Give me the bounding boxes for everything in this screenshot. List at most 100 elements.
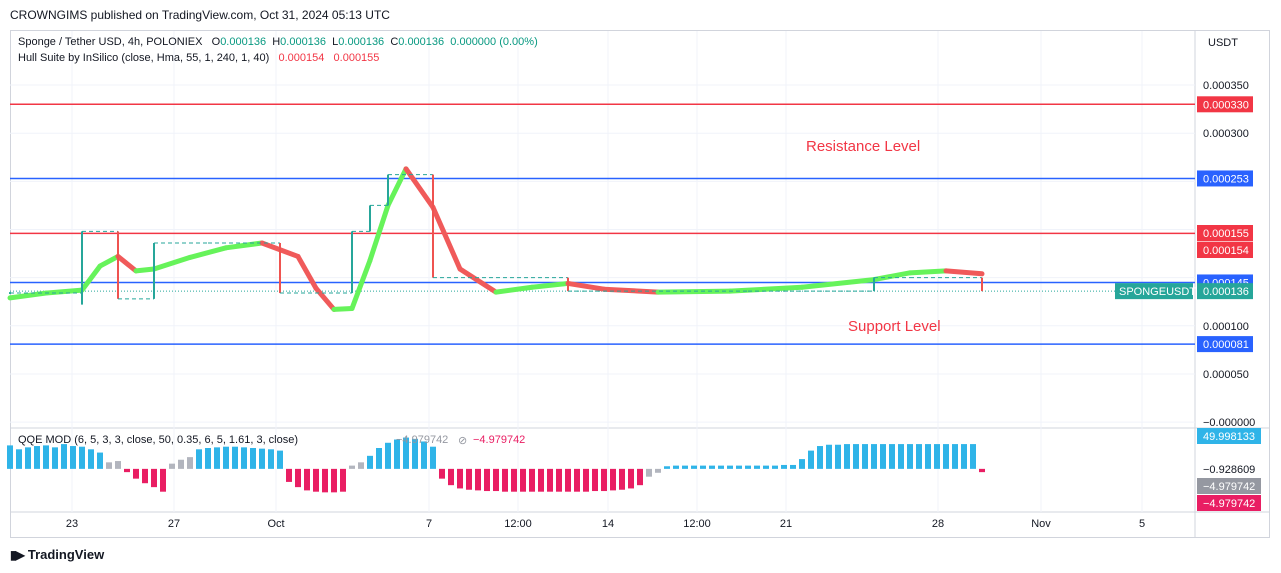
qqe-bar bbox=[187, 457, 193, 469]
qqe-bar bbox=[25, 447, 31, 469]
hull-tag bbox=[1197, 225, 1253, 241]
resistance-label: Resistance Level bbox=[806, 138, 920, 155]
tradingview-logo-icon: ▮▶ bbox=[10, 547, 25, 562]
qqe-bar bbox=[250, 448, 256, 469]
qqe-bar bbox=[295, 468, 301, 488]
qqe-bar bbox=[214, 447, 220, 469]
hull-segment bbox=[727, 284, 805, 294]
qqe-bar bbox=[727, 465, 733, 469]
qqe-bar bbox=[430, 446, 436, 469]
qqe-bar bbox=[97, 452, 103, 469]
hull-segment bbox=[331, 305, 355, 312]
qqe-value-tag-label: 49.998133 bbox=[1203, 431, 1255, 443]
hull-segment bbox=[187, 245, 229, 260]
qqe-bar bbox=[673, 465, 679, 469]
qqe-bar bbox=[268, 449, 274, 469]
open-label: O bbox=[211, 36, 221, 48]
currency-button[interactable]: USDT bbox=[1208, 37, 1238, 49]
qqe-bar bbox=[763, 465, 769, 469]
level-tag-label: 0.000253 bbox=[1203, 173, 1249, 185]
qqe-bar bbox=[862, 444, 868, 469]
qqe-bar bbox=[259, 448, 265, 469]
qqe-bar bbox=[484, 468, 490, 492]
x-tick-label: 7 bbox=[426, 518, 432, 530]
qqe-bar bbox=[826, 444, 832, 469]
last-price-tag-label: 0.000136 bbox=[1203, 286, 1249, 298]
qqe-bar bbox=[646, 468, 652, 477]
hull-segment bbox=[907, 268, 949, 276]
qqe-bar bbox=[637, 468, 643, 486]
last-price-tag bbox=[1197, 283, 1253, 300]
x-tick-label: 27 bbox=[168, 518, 180, 530]
hull-segment bbox=[7, 290, 49, 301]
change-value: 0.000000 (0.00%) bbox=[450, 36, 538, 48]
qqe-bar bbox=[232, 446, 238, 469]
qqe-bar bbox=[115, 461, 121, 469]
qqe-bar bbox=[754, 465, 760, 469]
x-tick-label: 23 bbox=[66, 518, 78, 530]
qqe-bar bbox=[520, 468, 526, 492]
qqe-bar bbox=[331, 468, 337, 493]
qqe-bar bbox=[151, 468, 157, 488]
qqe-value-pink: −4.979742 bbox=[473, 434, 526, 446]
level-tag bbox=[1197, 170, 1253, 187]
qqe-value-tag-label: −4.979742 bbox=[1203, 481, 1255, 493]
qqe-bar bbox=[556, 468, 562, 492]
qqe-bar bbox=[889, 444, 895, 469]
indicator-value-1: 0.000154 bbox=[278, 52, 325, 64]
qqe-bar bbox=[43, 445, 49, 469]
tradingview-brand[interactable]: ▮▶ TradingView bbox=[10, 547, 104, 562]
symbol-tag bbox=[1115, 283, 1193, 300]
qqe-bar bbox=[403, 437, 409, 469]
qqe-bar bbox=[493, 468, 499, 492]
qqe-bar bbox=[511, 468, 517, 492]
hull-segment bbox=[799, 277, 877, 290]
qqe-bar bbox=[34, 446, 40, 469]
hull-tag-label: 0.000155 bbox=[1203, 228, 1249, 240]
qqe-bar bbox=[322, 468, 328, 493]
qqe-bar bbox=[610, 468, 616, 491]
qqe-bar bbox=[79, 446, 85, 469]
qqe-bar bbox=[592, 468, 598, 492]
indicator-value-2: 0.000155 bbox=[333, 52, 380, 64]
qqe-bar bbox=[124, 468, 130, 473]
indicator-legend: Hull Suite by InSilico (close, Hma, 55, … bbox=[18, 52, 379, 64]
y-tick-label: 0.000350 bbox=[1203, 80, 1249, 92]
qqe-bar bbox=[736, 465, 742, 469]
y-tick-label: −0.000000 bbox=[1203, 417, 1255, 429]
x-tick-label: 21 bbox=[780, 518, 792, 530]
qqe-bar bbox=[808, 450, 814, 469]
hull-segment bbox=[295, 253, 319, 291]
qqe-bar bbox=[538, 468, 544, 492]
y-tick-label: 0.000050 bbox=[1203, 369, 1249, 381]
qqe-bar bbox=[133, 468, 139, 479]
qqe-bar bbox=[7, 445, 13, 469]
hull-segment bbox=[313, 285, 337, 312]
qqe-bar bbox=[205, 448, 211, 469]
hull-segment bbox=[403, 166, 436, 210]
qqe-bar bbox=[412, 438, 418, 469]
symbol-legend: Sponge / Tether USD, 4h, POLONIEX O 0.000… bbox=[18, 36, 538, 48]
qqe-bar bbox=[961, 444, 967, 469]
qqe-bar bbox=[565, 468, 571, 492]
symbol-title[interactable]: Sponge / Tether USD, 4h, POLONIEX bbox=[18, 36, 203, 48]
qqe-bar bbox=[142, 468, 148, 484]
x-tick-label: 12:00 bbox=[504, 518, 532, 530]
qqe-value-tag bbox=[1197, 478, 1261, 494]
hull-segment bbox=[457, 266, 499, 295]
qqe-bar bbox=[385, 442, 391, 469]
indicator-name[interactable]: Hull Suite by InSilico (close, Hma, 55, … bbox=[18, 52, 270, 64]
qqe-name[interactable]: QQE MOD (6, 5, 3, 3, close, 50, 0.35, 6,… bbox=[18, 434, 299, 446]
qqe-bar bbox=[358, 462, 364, 469]
hull-segment bbox=[79, 263, 103, 293]
qqe-y-tick: −0.928609 bbox=[1203, 464, 1255, 476]
x-tick-label: 28 bbox=[932, 518, 944, 530]
hull-segment bbox=[529, 280, 571, 290]
high-label: H bbox=[272, 36, 281, 48]
qqe-bar bbox=[655, 468, 661, 473]
y-tick-label: 0.000100 bbox=[1203, 321, 1249, 333]
qqe-bar bbox=[943, 444, 949, 469]
qqe-bar bbox=[709, 465, 715, 469]
low-value: 0.000136 bbox=[338, 36, 385, 48]
